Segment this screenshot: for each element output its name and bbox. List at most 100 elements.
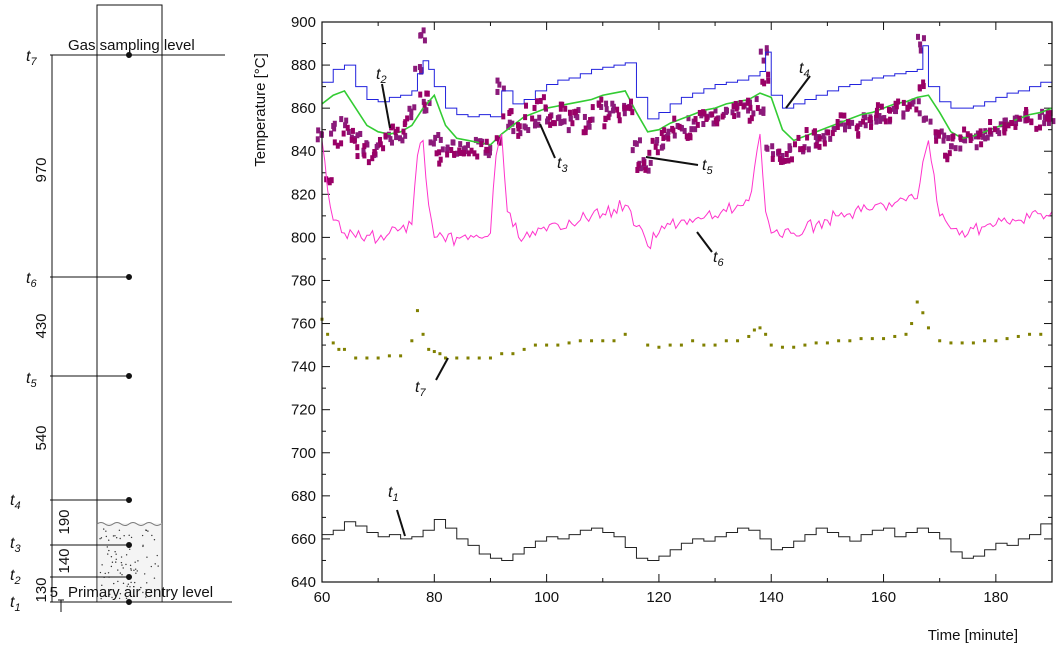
- data-point-t2: [510, 120, 515, 127]
- y-tick-label: 840: [291, 143, 316, 160]
- data-point-t5: [822, 140, 827, 147]
- data-point-t5: [888, 116, 893, 123]
- data-point-t2: [771, 151, 776, 158]
- data-point-t5: [888, 107, 893, 114]
- data-point-t5: [541, 94, 546, 101]
- data-point-t2: [973, 133, 978, 140]
- sensor-label-t5: t5: [26, 370, 37, 390]
- data-point-t5: [393, 129, 398, 136]
- data-point-t5: [749, 115, 754, 122]
- data-point-t2: [523, 124, 528, 131]
- data-point-t5: [958, 134, 963, 141]
- data-point-t5: [992, 126, 997, 133]
- data-point-t7: [337, 347, 341, 351]
- data-point-t2: [751, 110, 756, 117]
- data-point-t5: [472, 150, 477, 157]
- data-point-t7: [590, 339, 594, 343]
- data-point-t7: [365, 356, 369, 360]
- bed-particle: [150, 589, 152, 591]
- bed-particle: [134, 568, 137, 570]
- series-t3: [321, 89, 1053, 146]
- data-point-t2: [1037, 113, 1042, 120]
- data-point-t2: [1042, 114, 1047, 121]
- bed-particle: [113, 582, 115, 585]
- bed-particle: [119, 593, 122, 595]
- data-point-t5: [401, 128, 406, 135]
- data-point-t5: [830, 130, 835, 137]
- data-point-t5: [469, 147, 474, 154]
- data-point-t2: [409, 114, 414, 121]
- data-point-t5: [693, 116, 698, 123]
- data-point-t5: [786, 157, 791, 164]
- x-tick-label: 100: [534, 589, 559, 606]
- data-point-t2: [495, 88, 500, 95]
- bed-particle: [153, 538, 156, 541]
- data-point-t2: [918, 41, 923, 48]
- data-point-t2: [770, 143, 775, 150]
- data-point-t2: [339, 116, 344, 123]
- data-point-t7: [326, 332, 330, 336]
- data-point-t5: [326, 177, 331, 184]
- data-point-t5: [462, 149, 467, 156]
- data-point-t2: [495, 77, 500, 84]
- data-point-t5: [755, 105, 760, 112]
- bed-particle: [108, 549, 110, 552]
- data-point-t5: [968, 137, 973, 144]
- svg-text:t4: t4: [799, 60, 810, 80]
- data-point-t5: [543, 104, 548, 111]
- data-point-t5: [378, 141, 383, 148]
- data-point-t2: [958, 145, 963, 152]
- series-line-t4: [322, 45, 1053, 120]
- data-point-t7: [893, 334, 897, 338]
- data-point-t7: [814, 341, 818, 345]
- data-point-t2: [532, 122, 537, 129]
- data-point-t5: [548, 121, 553, 128]
- bed-particle: [153, 577, 156, 579]
- annotation-t4: t4: [785, 60, 811, 109]
- data-point-t5: [485, 147, 490, 154]
- data-point-t2: [622, 110, 627, 117]
- data-point-t5: [422, 101, 427, 108]
- data-point-t2: [761, 106, 766, 113]
- annotation-t5: t5: [645, 156, 713, 177]
- bed-particle: [136, 570, 138, 572]
- bed-particle: [150, 565, 153, 568]
- svg-text:t6: t6: [713, 249, 724, 269]
- data-point-t2: [545, 116, 550, 123]
- y-tick-label: 780: [291, 272, 316, 289]
- small-dimension-label: 5: [50, 584, 58, 601]
- data-point-t2: [850, 119, 855, 126]
- data-point-t7: [837, 339, 841, 343]
- data-point-t7: [342, 347, 346, 351]
- data-point-t5: [817, 135, 822, 142]
- data-point-t2: [686, 115, 691, 122]
- data-point-t2: [831, 125, 836, 132]
- bed-particle: [156, 554, 158, 557]
- data-point-t2: [916, 98, 921, 105]
- data-point-t5: [636, 162, 641, 169]
- data-point-t2: [375, 142, 380, 149]
- data-point-t2: [344, 117, 349, 124]
- data-point-t2: [355, 132, 360, 139]
- svg-text:t1: t1: [388, 484, 399, 504]
- data-point-t5: [814, 142, 819, 149]
- bed-particle: [120, 556, 123, 558]
- data-point-t5: [977, 130, 982, 137]
- data-point-t2: [953, 145, 958, 152]
- data-point-t2: [879, 115, 884, 122]
- data-point-t5: [366, 159, 371, 166]
- data-point-t5: [812, 128, 817, 135]
- data-point-t5: [875, 102, 880, 109]
- data-point-t2: [754, 96, 759, 103]
- x-tick-label: 80: [426, 589, 443, 606]
- bed-particle: [101, 584, 103, 587]
- data-point-t7: [432, 350, 436, 354]
- bed-particle: [130, 568, 132, 570]
- data-point-t5: [1029, 119, 1034, 126]
- data-point-t5: [624, 104, 629, 111]
- data-point-t5: [688, 132, 693, 139]
- bed-particle: [142, 544, 144, 546]
- data-point-t2: [418, 32, 423, 39]
- data-point-t2: [843, 126, 848, 133]
- data-point-t2: [450, 139, 455, 146]
